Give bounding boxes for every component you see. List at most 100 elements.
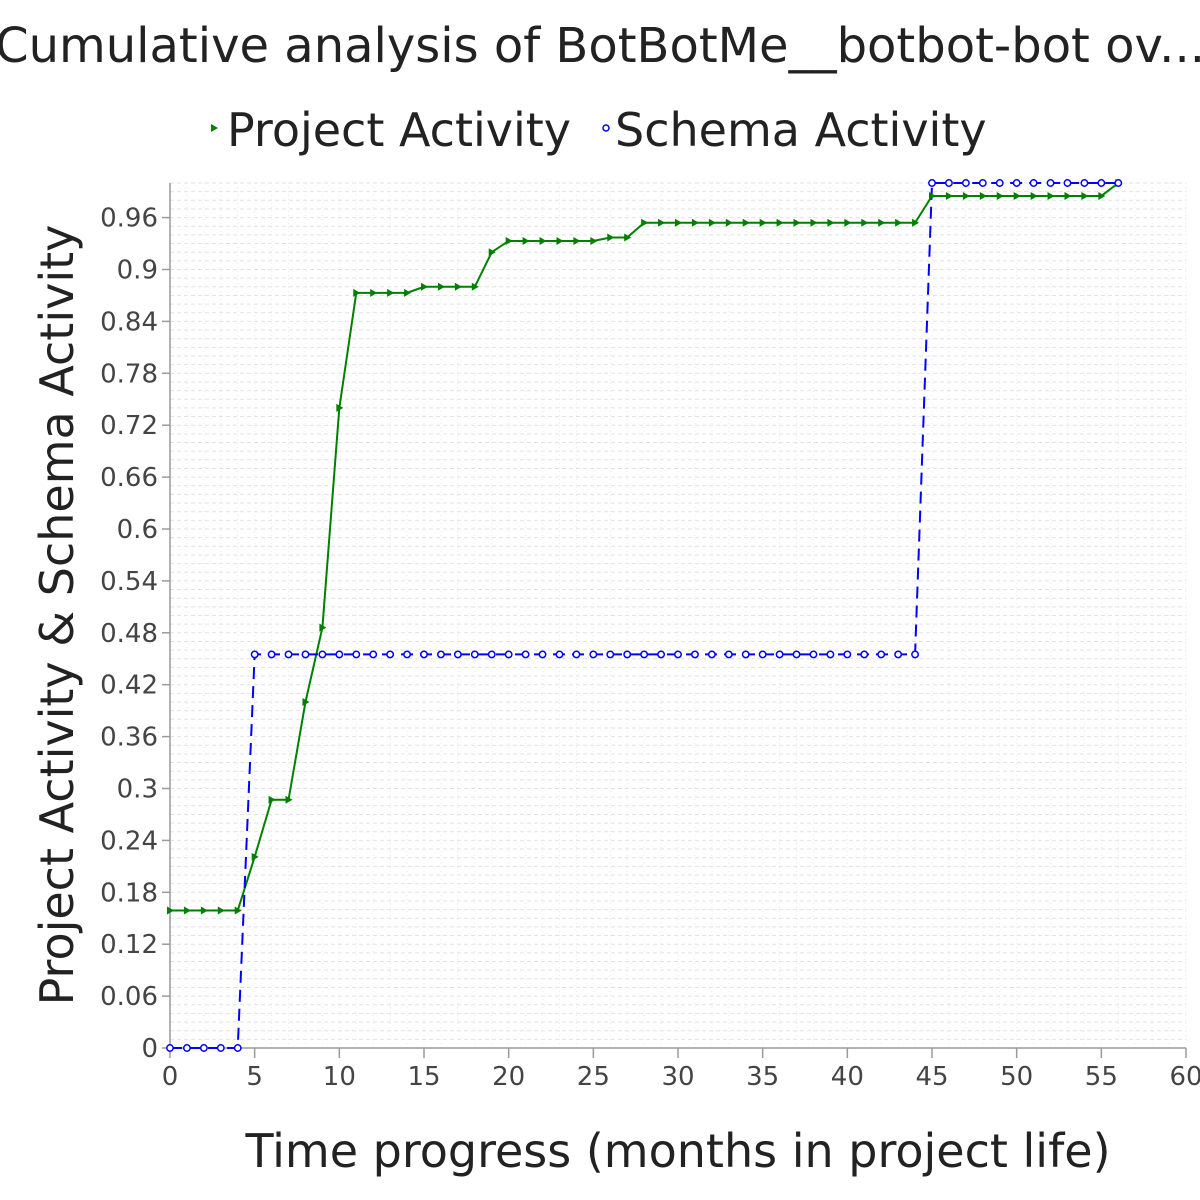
x-axis-label: Time progress (months in project life): [244, 1124, 1110, 1178]
data-point-schema-activity: [436, 650, 445, 659]
data-point-schema-activity: [995, 179, 1004, 187]
data-point-schema-activity: [894, 650, 903, 659]
x-tick-label: 35: [746, 1062, 779, 1092]
data-point-project-activity: [471, 282, 479, 291]
data-point-schema-activity: [199, 1044, 208, 1052]
x-tick-label: 5: [246, 1062, 263, 1092]
data-point-project-activity: [675, 218, 682, 227]
data-point-project-activity: [200, 906, 208, 915]
data-point-schema-activity: [792, 650, 801, 659]
data-point-schema-activity: [403, 650, 412, 659]
data-point-schema-activity: [741, 650, 750, 659]
y-tick-label: 0.6: [117, 515, 158, 545]
data-point-project-activity: [404, 288, 412, 297]
y-tick-label: 0.18: [100, 878, 158, 908]
data-point-schema-activity: [250, 650, 259, 659]
data-point-schema-activity: [826, 650, 835, 659]
x-tick-label: 60: [1169, 1062, 1200, 1092]
data-point-project-activity: [776, 218, 784, 227]
x-tick-label: 0: [162, 1062, 179, 1092]
data-point-project-activity: [1081, 191, 1089, 200]
data-point-project-activity: [522, 236, 530, 245]
y-tick-label: 0.24: [100, 826, 158, 856]
data-point-schema-activity: [301, 650, 310, 659]
data-point-project-activity: [319, 623, 327, 632]
data-point-project-activity: [861, 218, 869, 227]
grid: [170, 182, 1187, 1048]
data-point-schema-activity: [809, 650, 818, 659]
data-point-schema-activity: [589, 650, 598, 659]
data-point-schema-activity: [1029, 179, 1038, 187]
y-axis-label: Project Activity & Schema Activity: [30, 225, 84, 1006]
data-point-project-activity: [590, 236, 598, 245]
data-point-schema-activity: [674, 650, 682, 659]
data-point-project-activity: [844, 218, 852, 227]
data-point-project-activity: [573, 236, 581, 245]
y-tick-label: 0.48: [100, 619, 158, 649]
data-point-schema-activity: [860, 650, 869, 659]
data-point-schema-activity: [928, 179, 936, 187]
legend-item-schema-activity[interactable]: Schema Activity: [602, 103, 987, 157]
data-point-schema-activity: [1097, 179, 1106, 187]
data-point-project-activity: [1064, 191, 1072, 200]
data-point-schema-activity: [470, 650, 479, 659]
data-point-project-activity: [167, 906, 174, 915]
legend-item-project-activity[interactable]: Project Activity: [211, 103, 571, 157]
data-point-schema-activity: [352, 650, 361, 659]
data-point-schema-activity: [623, 650, 632, 659]
legend-label-project-activity: Project Activity: [227, 103, 571, 157]
legend-marker-schema-activity: [602, 124, 610, 132]
data-point-schema-activity: [758, 650, 767, 659]
data-point-project-activity: [234, 906, 242, 915]
data-point-schema-activity: [1012, 179, 1021, 187]
data-point-schema-activity: [944, 179, 953, 187]
data-point-schema-activity: [487, 650, 496, 659]
data-point-project-activity: [437, 282, 445, 291]
data-point-project-activity: [539, 236, 547, 245]
data-point-project-activity: [895, 218, 903, 227]
x-tick-label: 30: [661, 1062, 694, 1092]
data-point-schema-activity: [1080, 179, 1089, 187]
x-axis-ticks: 0 5 10 15 20 25 30 35 40 45 50 55 60: [162, 1048, 1200, 1092]
y-tick-label: 0.66: [100, 463, 158, 493]
y-tick-label: 0.12: [100, 930, 158, 960]
y-tick-label: 0: [141, 1034, 158, 1064]
data-point-schema-activity: [843, 650, 852, 659]
data-point-schema-activity: [690, 650, 699, 659]
data-point-project-activity: [488, 248, 496, 257]
data-point-schema-activity: [657, 650, 666, 659]
data-point-project-activity: [1030, 191, 1038, 200]
data-point-schema-activity: [216, 1044, 225, 1052]
y-axis-ticks: 0 0.06 0.12 0.18 0.24 0.3 0.36 0.42 0.48 0.54 0.6 0…: [100, 204, 170, 1064]
data-point-project-activity: [962, 191, 970, 200]
data-point-project-activity: [1098, 191, 1106, 200]
y-tick-label: 0.84: [100, 307, 158, 337]
data-point-project-activity: [979, 191, 987, 200]
y-tick-label: 0.3: [117, 775, 158, 805]
data-point-project-activity: [742, 218, 750, 227]
data-point-project-activity: [505, 236, 513, 245]
data-point-project-activity: [810, 218, 818, 227]
data-point-schema-activity: [369, 650, 378, 659]
data-point-project-activity: [793, 218, 801, 227]
data-point-project-activity: [268, 795, 276, 804]
y-tick-label: 0.54: [100, 567, 158, 597]
data-point-project-activity: [387, 288, 395, 297]
data-point-project-activity: [251, 852, 259, 861]
data-point-schema-activity: [233, 1044, 242, 1052]
data-point-project-activity: [336, 403, 344, 412]
y-tick-label: 0.42: [100, 671, 158, 701]
data-point-schema-activity: [961, 179, 970, 187]
legend-marker-project-activity: [211, 124, 218, 132]
plot-area: 0 5 10 15 20 25 30 35 40 45 50 55 60 0 0.06 0.12 0.18 0.…: [100, 179, 1200, 1092]
x-tick-label: 10: [323, 1062, 356, 1092]
series-line-schema-activity: [170, 182, 1119, 1049]
series-markers: [166, 179, 1123, 1052]
chart-title: Cumulative analysis of BotBotMe__botbot-…: [0, 18, 1200, 74]
x-tick-label: 15: [407, 1062, 440, 1092]
data-point-schema-activity: [1063, 179, 1072, 187]
data-point-schema-activity: [386, 650, 395, 659]
y-tick-label: 0.9: [117, 256, 158, 286]
data-point-project-activity: [556, 236, 564, 245]
